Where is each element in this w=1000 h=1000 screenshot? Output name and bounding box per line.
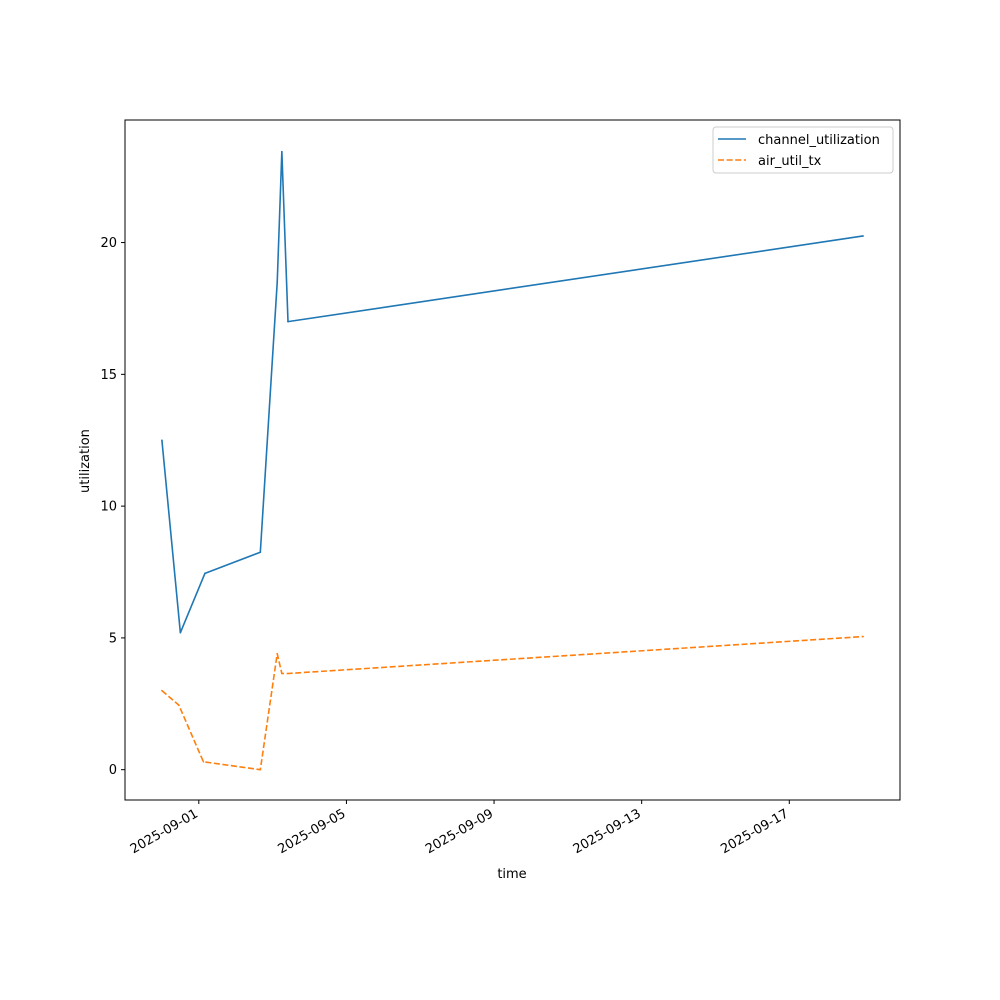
y-tick-label: 10 [100,500,117,515]
data-point [161,689,163,692]
data-point [281,672,283,675]
series-line-2 [161,635,864,771]
data-point [287,672,289,675]
data-point [204,572,206,575]
data-point [259,551,262,554]
legend-box [712,126,894,174]
data-point [862,635,864,638]
y-tick-label: 20 [100,236,117,251]
data-point [276,281,279,283]
legend-label: air_util_tx [758,154,822,169]
series-line-1 [287,235,864,323]
data-point [161,439,163,442]
plot-frame [124,119,901,801]
data-point [178,704,180,706]
y-tick-label: 0 [109,763,117,778]
x-axis-title: time [497,867,526,882]
y-tick-label: 5 [109,631,117,646]
y-tick-label: 15 [100,368,117,383]
data-point [179,631,182,634]
data-point [202,760,205,763]
data-point [281,150,283,153]
data-point [862,235,864,237]
data-point [287,320,289,323]
data-point [276,652,279,655]
legend-label: channel_utilization [758,133,880,148]
data-point [259,768,262,771]
legend: channel_utilization air_util_tx [712,126,894,174]
plot-layer [161,150,864,771]
y-axis-title: utilization [78,429,93,493]
